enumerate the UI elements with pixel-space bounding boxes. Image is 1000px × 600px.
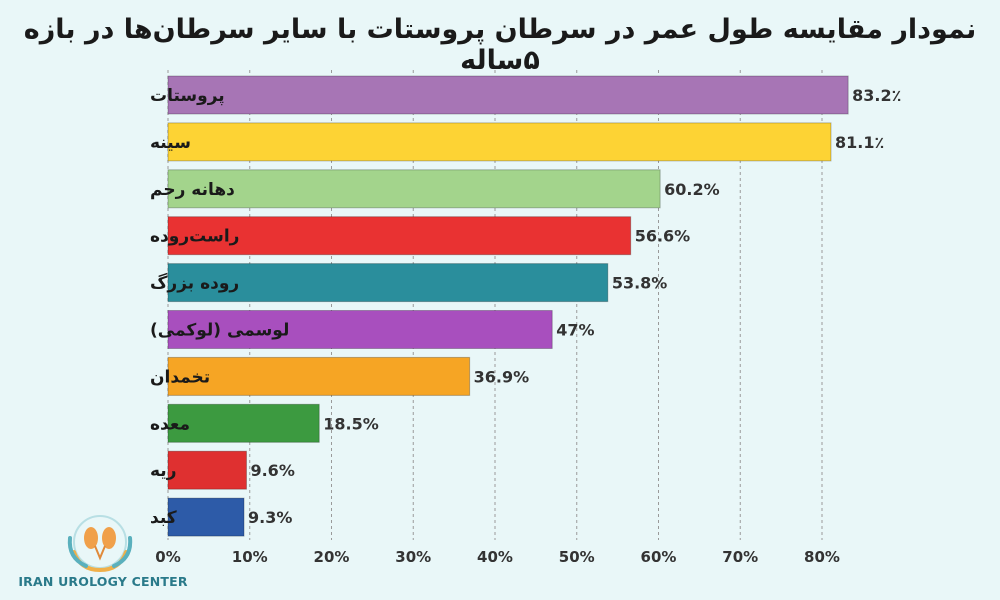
category-label: دهانه رحم [150,180,235,200]
bar [167,122,832,162]
chart-title: نمودار مقایسه طول عمر در سرطان پروستات ب… [23,14,977,76]
data-label: 53.8% [612,274,668,293]
bar [167,403,320,443]
bar [167,75,849,115]
data-label: 60.2% [664,180,720,199]
category-label: پروستات [150,86,225,106]
category-label: راست‌روده [150,227,239,247]
category-label: کبد [150,508,177,528]
data-label: 36.9% [474,367,530,386]
logo: IRAN UROLOGY CENTER [8,508,198,596]
category-label: لوسمی (لوکمی) [150,321,289,341]
category-label: سینه [150,133,191,153]
bar [167,216,632,256]
category-label: روده بزرگ [150,274,239,294]
x-tick-label: 40% [477,548,513,566]
x-tick-label: 0% [155,548,180,566]
logo-text: IRAN UROLOGY CENTER [18,574,188,589]
category-label: تخمدان [150,367,210,387]
x-tick-label: 70% [722,548,758,566]
x-tick-label: 30% [395,548,431,566]
kidney-hands-icon [67,515,133,573]
bar [167,450,247,490]
bar [167,356,471,396]
x-tick-label: 20% [314,548,350,566]
data-label: 9.6% [250,461,294,480]
data-label: 81.1٪ [835,133,884,152]
x-tick-label: 10% [232,548,268,566]
data-label: 56.6% [635,227,691,246]
x-tick-label: 80% [804,548,840,566]
bar [167,497,245,537]
data-label: 83.2٪ [852,86,901,105]
bar [167,310,553,349]
x-tick-label: 50% [559,548,595,566]
bar [167,263,609,303]
labels: 0% 10% 20% 30% 40% 50% 60% 70% 80% پروستات 83.2٪ سی… [150,86,901,566]
bars [167,75,849,537]
bar [167,169,661,209]
data-label: 18.5% [323,414,379,433]
category-label: ریه [150,461,176,481]
x-tick-label: 60% [641,548,677,566]
data-label: 9.3% [248,508,292,527]
data-label: 47% [556,321,594,340]
category-label: معده [150,414,190,434]
